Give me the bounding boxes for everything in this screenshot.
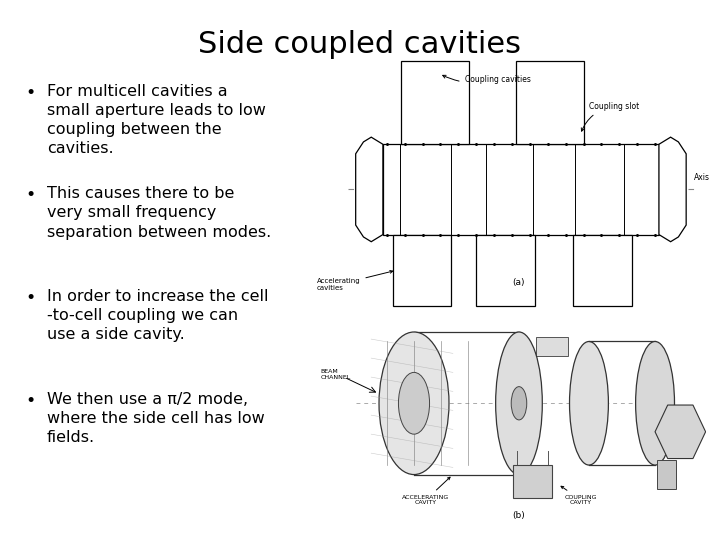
Bar — [513, 465, 552, 498]
Text: •: • — [25, 392, 35, 409]
Bar — [657, 460, 677, 489]
Bar — [401, 61, 469, 144]
Text: •: • — [25, 84, 35, 102]
Polygon shape — [659, 137, 686, 242]
Ellipse shape — [570, 341, 608, 465]
Bar — [516, 61, 584, 144]
Text: This causes there to be
very small frequency
separation between modes.: This causes there to be very small frequ… — [47, 186, 271, 240]
Text: (a): (a) — [513, 278, 525, 287]
Bar — [383, 144, 659, 234]
Ellipse shape — [398, 373, 430, 434]
Text: BEAM
CHANNEL: BEAM CHANNEL — [320, 369, 351, 380]
Bar — [392, 234, 451, 306]
Text: Coupling slot: Coupling slot — [581, 102, 639, 131]
Text: ACCELERATING
CAVITY: ACCELERATING CAVITY — [402, 477, 450, 505]
Text: •: • — [25, 186, 35, 204]
Text: Accelerating
cavities: Accelerating cavities — [317, 271, 392, 291]
Bar — [536, 337, 567, 356]
Text: Coupling cavities: Coupling cavities — [443, 75, 531, 84]
Bar — [573, 234, 631, 306]
Text: (b): (b) — [513, 511, 526, 519]
Text: For multicell cavities a
small aperture leads to low
coupling between the
caviti: For multicell cavities a small aperture … — [47, 84, 266, 156]
Bar — [476, 234, 534, 306]
Ellipse shape — [636, 341, 675, 465]
Ellipse shape — [511, 387, 527, 420]
Polygon shape — [356, 137, 383, 242]
Text: COUPLING
CAVITY: COUPLING CAVITY — [561, 486, 598, 505]
Text: We then use a π/2 mode,
where the side cell has low
fields.: We then use a π/2 mode, where the side c… — [47, 392, 264, 445]
Text: •: • — [25, 289, 35, 307]
Text: In order to increase the cell
-to-cell coupling we can
use a side cavity.: In order to increase the cell -to-cell c… — [47, 289, 269, 342]
Text: Axis: Axis — [694, 173, 710, 183]
Ellipse shape — [495, 332, 542, 475]
Text: Side coupled cavities: Side coupled cavities — [199, 30, 521, 59]
Ellipse shape — [379, 332, 449, 475]
